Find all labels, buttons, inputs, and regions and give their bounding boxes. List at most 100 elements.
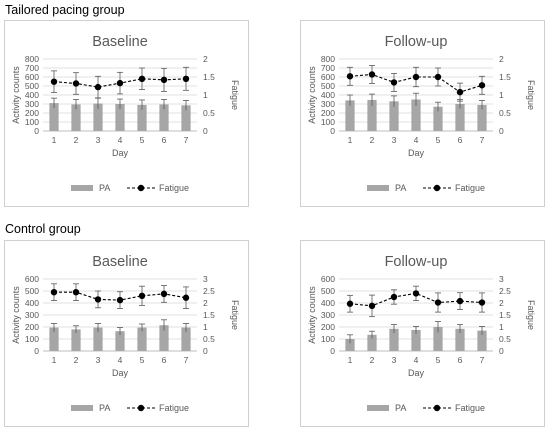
bar-pa: [137, 327, 147, 351]
x-tick-label: 1: [348, 355, 353, 365]
y2-tick-label: 2: [499, 298, 504, 308]
y2-tick-label: 1: [499, 90, 504, 100]
y-tick-label: 400: [25, 90, 39, 100]
y-tick-label: 0: [330, 126, 335, 136]
legend-label-fatigue: Fatigue: [455, 183, 485, 193]
y2-axis-label: Fatigue: [230, 300, 240, 330]
bar-pa: [367, 334, 377, 351]
bar-pa: [115, 104, 125, 131]
bar-pa: [455, 104, 465, 131]
x-axis-label: Day: [408, 148, 425, 158]
x-tick-label: 1: [348, 135, 353, 145]
y2-tick-label: 0: [203, 126, 208, 136]
legend-swatch-pa: [71, 185, 93, 191]
x-tick-label: 2: [370, 355, 375, 365]
y2-tick-label: 0.5: [499, 334, 511, 344]
y2-tick-label: 0.5: [499, 108, 511, 118]
y-tick-label: 300: [25, 310, 39, 320]
bar-pa: [115, 331, 125, 351]
x-tick-label: 3: [96, 135, 101, 145]
chart-pacing-followup: Follow-up010020030040050060070080000.511…: [307, 34, 536, 193]
bar-pa: [455, 328, 465, 351]
bar-pa: [93, 103, 103, 131]
x-tick-label: 7: [184, 135, 189, 145]
legend-swatch-pa: [367, 185, 389, 191]
y2-tick-label: 2.5: [203, 286, 215, 296]
legend-marker-fatigue: [137, 404, 145, 412]
point-fatigue: [94, 83, 102, 91]
bar-pa: [71, 104, 81, 131]
y-tick-label: 800: [321, 54, 335, 64]
y-tick-label: 600: [25, 274, 39, 284]
bar-pa: [389, 328, 399, 351]
y2-tick-label: 0.5: [203, 334, 215, 344]
point-fatigue: [138, 75, 146, 82]
x-axis-label: Day: [112, 148, 129, 158]
y-tick-label: 0: [34, 126, 39, 136]
point-fatigue: [390, 79, 398, 86]
x-tick-label: 2: [74, 355, 79, 365]
y2-tick-label: 2: [203, 54, 208, 64]
x-tick-label: 6: [458, 135, 463, 145]
x-tick-label: 7: [184, 355, 189, 365]
y-tick-label: 600: [321, 72, 335, 82]
point-fatigue: [456, 297, 464, 305]
y2-tick-label: 1.5: [203, 310, 215, 320]
x-tick-label: 3: [96, 355, 101, 365]
bar-pa: [159, 325, 169, 351]
y-tick-label: 300: [25, 99, 39, 109]
bar-pa: [367, 99, 377, 131]
bar-pa: [93, 327, 103, 351]
group-title-control: Control group: [5, 222, 81, 236]
y-tick-label: 300: [321, 99, 335, 109]
bar-pa: [181, 105, 191, 131]
bar-pa: [71, 329, 81, 351]
x-tick-label: 5: [436, 135, 441, 145]
legend-label-fatigue: Fatigue: [159, 183, 189, 193]
y2-tick-label: 3: [499, 274, 504, 284]
x-tick-label: 7: [480, 135, 485, 145]
chart-title: Baseline: [92, 34, 148, 50]
y-tick-label: 100: [25, 117, 39, 127]
legend-label-pa: PA: [395, 403, 406, 413]
point-fatigue: [478, 82, 486, 89]
y-axis-label: Activity counts: [307, 66, 317, 124]
y-tick-label: 100: [25, 334, 39, 344]
point-fatigue: [346, 73, 354, 80]
y-tick-label: 0: [34, 346, 39, 356]
y2-tick-label: 0: [499, 126, 504, 136]
y2-axis-label: Fatigue: [230, 80, 240, 110]
bar-pa: [345, 339, 355, 351]
x-tick-label: 5: [436, 355, 441, 365]
y-tick-label: 500: [25, 81, 39, 91]
bar-pa: [477, 330, 487, 351]
legend-marker-fatigue: [137, 184, 145, 192]
point-fatigue: [72, 289, 80, 296]
chart-panel-control-baseline: Baseline 0 100 200 300 400 500 600 0 0.5 1 1.5 2 2.5 3…: [4, 240, 249, 427]
y2-tick-label: 0.5: [203, 108, 215, 118]
point-fatigue: [368, 302, 376, 310]
y-tick-label: 500: [321, 286, 335, 296]
point-fatigue: [116, 79, 124, 87]
x-tick-label: 4: [414, 355, 419, 365]
x-tick-label: 6: [162, 355, 167, 365]
x-tick-label: 3: [392, 355, 397, 365]
point-fatigue: [390, 293, 398, 301]
chart-panel-pacing-followup: Follow-up 0 100 200 300 400 500 600 700 800 0 0.5 1 1…: [300, 20, 545, 207]
y-axis-label: Activity counts: [307, 286, 317, 344]
legend-label-pa: PA: [99, 183, 110, 193]
y-tick-label: 800: [25, 54, 39, 64]
y2-tick-label: 2.5: [499, 286, 511, 296]
x-tick-label: 1: [52, 355, 57, 365]
point-fatigue: [412, 73, 420, 81]
x-axis-label: Day: [408, 368, 425, 378]
y-tick-label: 400: [321, 90, 335, 100]
y2-tick-label: 1: [499, 322, 504, 332]
point-fatigue: [182, 294, 190, 301]
chart-control-baseline: Baseline 0 100 200 300 400 500 600 0 0.5 1 1.5 2 2.5 3…: [11, 254, 240, 413]
x-tick-label: 6: [458, 355, 463, 365]
y2-axis-label: Fatigue: [526, 300, 536, 330]
point-fatigue: [434, 299, 442, 306]
x-tick-label: 2: [370, 135, 375, 145]
bar-pa: [49, 103, 59, 131]
